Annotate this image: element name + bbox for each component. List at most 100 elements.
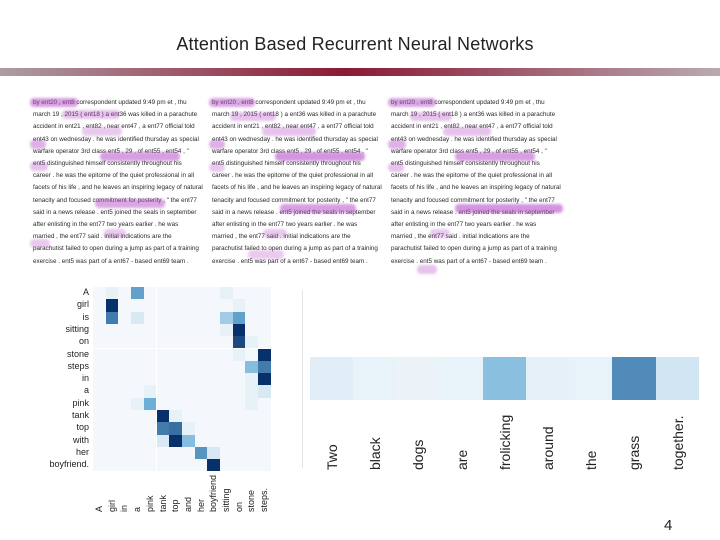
heatmap-cell <box>156 397 170 410</box>
heatmap-cell <box>169 311 182 324</box>
heatmap-cell <box>232 397 246 410</box>
heatmap-cell <box>131 410 144 423</box>
heatmap-cell <box>156 299 170 312</box>
text-line: warfare operator 3rd class ent5 , 29 , o… <box>212 147 368 155</box>
heatmap-cell <box>258 410 271 423</box>
heatmap-cell <box>93 422 106 435</box>
heatmap-cell <box>169 434 182 447</box>
heatmap-cell <box>232 311 246 324</box>
heatmap-cell <box>181 299 195 312</box>
heatmap-cell <box>232 299 246 312</box>
text-line: tenacity and focused commitment for post… <box>33 196 197 204</box>
heatmap-cell <box>220 397 233 410</box>
heatmap-cell <box>220 385 233 398</box>
heatmap-cell <box>105 360 119 374</box>
heatmap-cell <box>131 397 144 410</box>
heatmap-col-label: sitting <box>221 488 231 512</box>
text-line: march 19 , 2015 ( ent18 ) a ent36 was ki… <box>33 111 198 119</box>
heatmap-cell <box>143 410 157 423</box>
heatmap-cell <box>207 459 220 472</box>
heatmap-cell <box>156 434 170 447</box>
text-line: exercise . ent5 was part of a ent67 - ba… <box>391 257 547 265</box>
heatmap-cell <box>220 287 233 300</box>
heatmap-cell <box>258 287 271 300</box>
heatmap-cell <box>118 336 132 349</box>
text-line: ent5 distinguished himself consistently … <box>212 160 361 168</box>
heatmap-cell <box>245 336 259 349</box>
text-line: after enlisting in the ent77 two years e… <box>391 221 537 229</box>
heatmap-cell <box>118 397 132 410</box>
heatmap-cell <box>194 311 208 324</box>
heatmap-row-label: pink <box>72 397 89 408</box>
heatmap-cell <box>220 299 233 312</box>
heatmap-cell <box>143 287 157 300</box>
heatmap-row-label: on <box>78 336 89 347</box>
strip-cell <box>612 357 657 400</box>
heatmap-cell <box>118 422 132 435</box>
text-line: parachutist failed to open during a jump… <box>212 245 378 253</box>
heatmap-cell <box>156 323 170 337</box>
heatmap-cell <box>245 373 259 386</box>
heatmap-cell <box>169 446 182 460</box>
heatmap-cell <box>156 459 170 472</box>
heatmap-cell <box>181 360 195 374</box>
heatmap-cell <box>232 360 246 374</box>
heatmap-col-label: boyfriend <box>208 474 219 512</box>
heatmap-cell <box>143 323 157 337</box>
text-line: facets of his life , and he leaves an in… <box>33 184 203 192</box>
strip-cell <box>482 357 527 400</box>
heatmap-cell <box>105 299 119 312</box>
heatmap-cell <box>258 385 271 398</box>
heatmap-cell <box>207 323 220 337</box>
heatmap-cell <box>118 323 132 337</box>
heatmap-cell <box>143 299 157 312</box>
heatmap-cell <box>245 434 259 447</box>
heatmap-cell <box>105 323 119 337</box>
heatmap-cell <box>156 422 170 435</box>
heatmap-row-label: tank <box>71 410 89 420</box>
heatmap-cell <box>194 410 208 423</box>
heatmap-cell <box>143 336 157 349</box>
heatmap-cell <box>131 373 144 386</box>
heatmap-cell <box>105 434 119 447</box>
heatmap-cell <box>207 360 220 374</box>
strip-cell <box>569 357 613 400</box>
text-line: said in a news release . ent5 joined the… <box>33 208 197 216</box>
heatmap-cell <box>93 336 106 349</box>
text-panel-2: by ent20 , ent8 correspondent updated 9:… <box>209 95 385 285</box>
heatmap-cell <box>143 459 157 472</box>
strip-label: are <box>453 449 470 470</box>
heatmap-cell <box>220 434 233 447</box>
text-line: warfare operator 3rd class ent5 , 29 , o… <box>391 147 547 155</box>
heatmap-cell <box>245 348 259 361</box>
text-line: ent5 distinguished himself consistently … <box>33 160 182 168</box>
text-line: ent43 on wednesday . he was identified t… <box>391 135 557 143</box>
heatmap-cell <box>220 311 233 324</box>
heatmap-cell <box>220 373 233 386</box>
heatmap-col-label: tank <box>157 494 168 512</box>
heatmap-cell <box>169 287 182 300</box>
heatmap-cell <box>169 459 182 472</box>
heatmap-cell <box>105 373 119 386</box>
strip-label: Two <box>324 444 340 470</box>
heatmap-row-label: top <box>76 422 89 433</box>
text-line: after enlisting in the ent77 two years e… <box>33 221 179 229</box>
heatmap-cell <box>169 299 182 312</box>
heatmap-col-label: A <box>94 505 104 512</box>
heatmap-cell <box>93 410 106 423</box>
heatmap-cell <box>258 373 271 386</box>
heatmap-row-label: sitting <box>65 323 89 334</box>
heatmap-cell <box>156 336 170 349</box>
heatmap-cell <box>169 323 182 337</box>
heatmap-cell <box>207 287 220 300</box>
heatmap-cell <box>105 446 119 460</box>
heatmap-cell <box>131 348 144 361</box>
heatmap-cell <box>169 422 182 435</box>
heatmap-cell <box>131 459 144 472</box>
heatmap-col-label: and <box>182 496 193 512</box>
panel-divider <box>302 290 303 468</box>
heatmap-cell <box>156 373 170 386</box>
heatmap-cell <box>131 434 144 447</box>
heatmap-cell <box>131 385 144 398</box>
text-line: said in a news release . ent5 joined the… <box>391 208 555 216</box>
